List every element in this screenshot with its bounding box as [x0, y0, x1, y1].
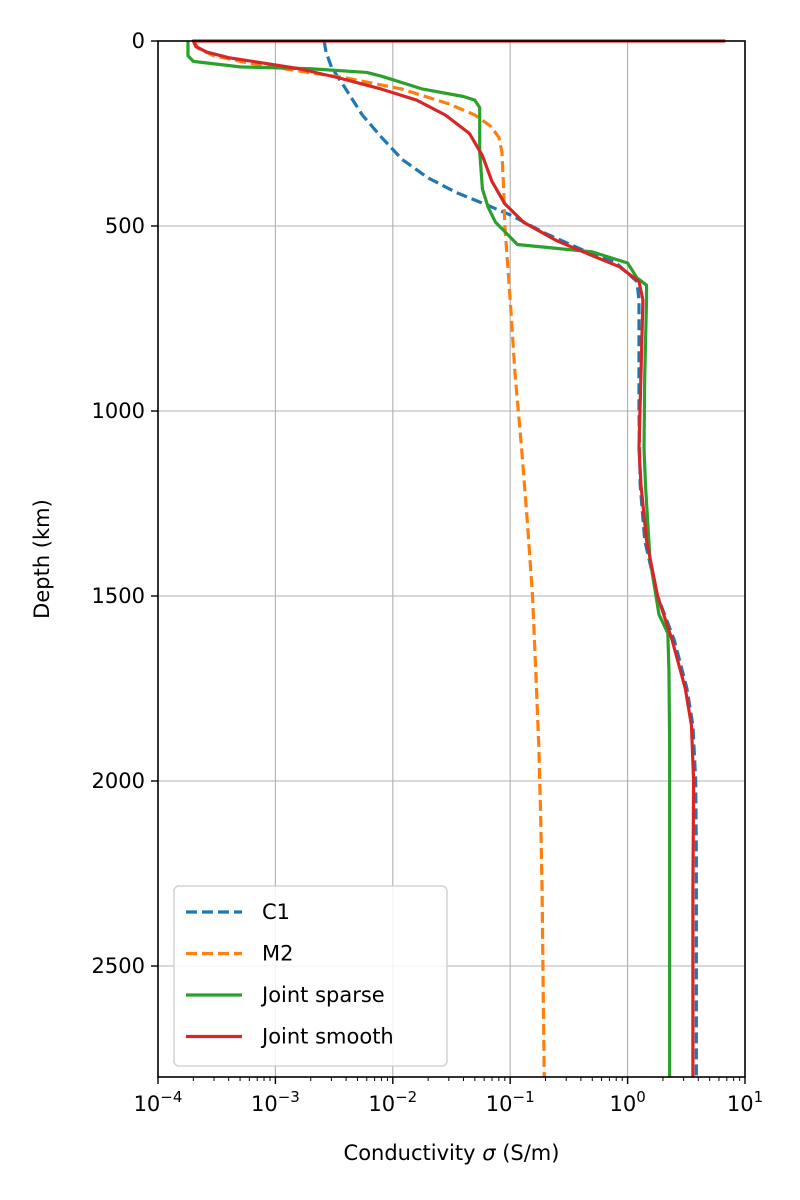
y-tick-label: 1500: [92, 584, 145, 608]
y-tick-label: 2500: [92, 954, 145, 978]
plot-area-frame: [157, 40, 746, 1078]
series-line-m2: [192, 40, 546, 1078]
x-tick-label: 10−2: [368, 1088, 417, 1116]
x-tick-label: 101: [727, 1088, 763, 1116]
series-line-joint-sparse: [186, 41, 672, 1077]
legend: C1 M2 Joint sparse Joint smooth: [173, 885, 448, 1067]
x-tick-label: 10−4: [134, 1088, 183, 1116]
series-line-joint-smooth: [191, 39, 726, 1077]
legend-label-m2: M2: [262, 942, 293, 966]
series-lines: [186, 39, 726, 1078]
legend-label-joint-sparse: Joint sparse: [260, 983, 385, 1007]
x-axis: 10−4 10−3 10−2 10−1 100 101: [134, 1077, 763, 1116]
y-axis-label: Depth (km): [30, 499, 54, 619]
legend-label-joint-smooth: Joint smooth: [260, 1025, 394, 1049]
x-tick-label: 10−1: [486, 1088, 535, 1116]
x-axis-label: Conductivity σ (S/m): [344, 1141, 560, 1165]
y-axis: 0 500 1000 1500 2000 2500: [92, 29, 158, 978]
y-tick-label: 500: [105, 214, 145, 238]
grid: [157, 40, 746, 1077]
y-tick-label: 0: [132, 29, 145, 53]
x-tick-label: 100: [609, 1088, 645, 1116]
legend-box: [173, 885, 448, 1067]
legend-label-c1: C1: [262, 900, 290, 924]
y-tick-label: 2000: [92, 769, 145, 793]
x-tick-label: 10−3: [251, 1088, 300, 1116]
y-tick-label: 1000: [92, 399, 145, 423]
